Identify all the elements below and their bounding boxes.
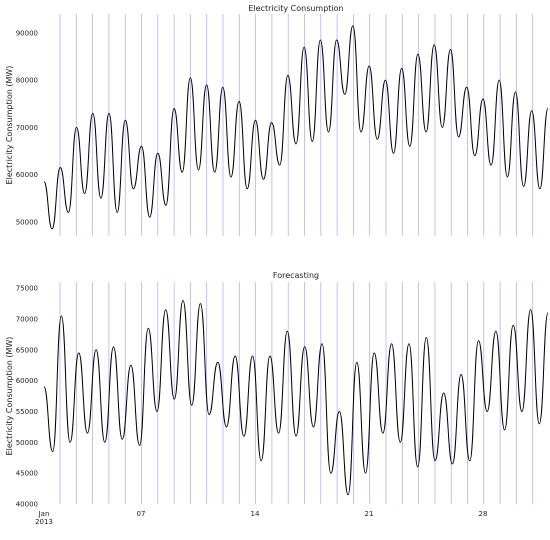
bottom-x-tick-label: 14 — [251, 510, 260, 518]
top-y-tick-label: 80000 — [16, 77, 38, 85]
bottom-x-tick-label: 21 — [365, 510, 374, 518]
bottom-y-tick-label: 75000 — [16, 285, 38, 293]
top-consumption-line — [43, 25, 549, 230]
bottom-day-gridlines — [59, 282, 534, 504]
bottom-y-axis-title: Electricity Consumption (MW) — [5, 337, 14, 456]
top-y-tick-label: 60000 — [16, 171, 38, 179]
bottom-x-tick-label: 28 — [479, 510, 488, 518]
bottom-y-tick-label: 50000 — [16, 439, 38, 447]
bottom-y-tick-label: 40000 — [16, 501, 38, 509]
bottom-forecast-line — [43, 300, 549, 496]
bottom-y-tick-label: 70000 — [16, 316, 38, 324]
bottom-y-tick-label: 65000 — [16, 346, 38, 354]
bottom-chart-title: Forecasting — [273, 271, 319, 280]
bottom-y-tick-label: 45000 — [16, 470, 38, 478]
bottom-y-tick-label: 55000 — [16, 408, 38, 416]
top-chart-title: Electricity Consumption — [248, 4, 343, 13]
top-y-tick-label: 70000 — [16, 124, 38, 132]
top-y-tick-label: 90000 — [16, 29, 38, 37]
top-y-tick-label: 50000 — [16, 218, 38, 226]
bottom-x-tick-label: Jan 2013 — [35, 510, 53, 526]
bottom-y-tick-label: 60000 — [16, 377, 38, 385]
top-y-axis-title: Electricity Consumption (MW) — [5, 66, 14, 185]
bottom-x-tick-label: 07 — [137, 510, 146, 518]
top-y-axis-ticks: 50000 60000 70000 80000 90000 — [16, 29, 38, 226]
top-day-gridlines — [59, 14, 534, 236]
bottom-x-axis-ticks: Jan 2013 07 14 21 28 — [35, 510, 487, 526]
bottom-y-axis-ticks: 40000 45000 50000 55000 60000 65000 70000 75000 — [16, 285, 38, 509]
